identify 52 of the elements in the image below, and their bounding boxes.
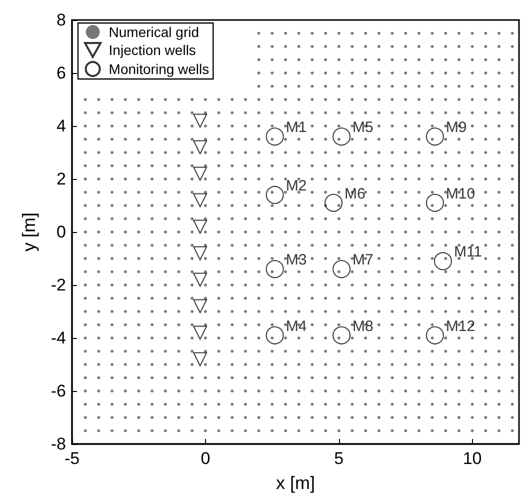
x-tick-label: -5 — [64, 449, 80, 468]
data-label: M3 — [286, 252, 307, 269]
data-label: M12 — [446, 318, 476, 335]
point — [193, 166, 208, 181]
point — [332, 326, 351, 344]
x-tick-label: 5 — [334, 449, 344, 468]
point — [266, 186, 284, 204]
data-label: M1 — [286, 119, 307, 136]
point — [324, 194, 343, 212]
point — [193, 246, 208, 260]
x-axis-title: x [m] — [276, 473, 315, 493]
y-tick-label: 8 — [56, 10, 66, 30]
point — [193, 140, 208, 154]
data-label: M7 — [352, 252, 374, 269]
y-tick-label: -6 — [50, 382, 66, 400]
point — [193, 220, 208, 234]
y-axis-title: y [m] — [19, 212, 39, 252]
point — [193, 326, 208, 340]
point — [426, 326, 444, 344]
data-label: M11 — [454, 244, 482, 261]
y-tick-label: 4 — [56, 116, 66, 136]
x-tick-label: 0 — [200, 449, 210, 468]
point — [193, 193, 208, 208]
point — [266, 326, 284, 344]
point — [332, 128, 351, 146]
point — [426, 194, 444, 212]
point — [193, 272, 208, 287]
data-label: M5 — [352, 119, 374, 136]
y-tick-label: -4 — [50, 328, 66, 348]
y-tick-label: 2 — [56, 170, 66, 188]
legend-label: Injection wells — [108, 42, 196, 58]
data-label: M8 — [352, 318, 374, 335]
point — [193, 352, 208, 366]
point — [426, 128, 444, 146]
y-tick-label: 6 — [56, 64, 66, 82]
data-label: M4 — [286, 318, 307, 335]
data-label: M10 — [446, 185, 476, 202]
data-label: M9 — [446, 119, 467, 136]
legend-label: Numerical grid — [108, 24, 200, 40]
point — [332, 260, 351, 278]
point — [434, 252, 452, 270]
data-label: M2 — [286, 177, 307, 194]
point — [193, 114, 208, 128]
point — [266, 260, 284, 278]
y-tick-label: 0 — [56, 222, 66, 242]
point — [193, 299, 208, 314]
y-tick-label: -8 — [50, 434, 66, 454]
x-tick-label: 10 — [462, 449, 482, 468]
legend-label: Monitoring wells — [108, 61, 210, 77]
point — [266, 128, 284, 146]
y-tick-label: -2 — [50, 276, 66, 294]
data-label: M6 — [344, 185, 366, 202]
